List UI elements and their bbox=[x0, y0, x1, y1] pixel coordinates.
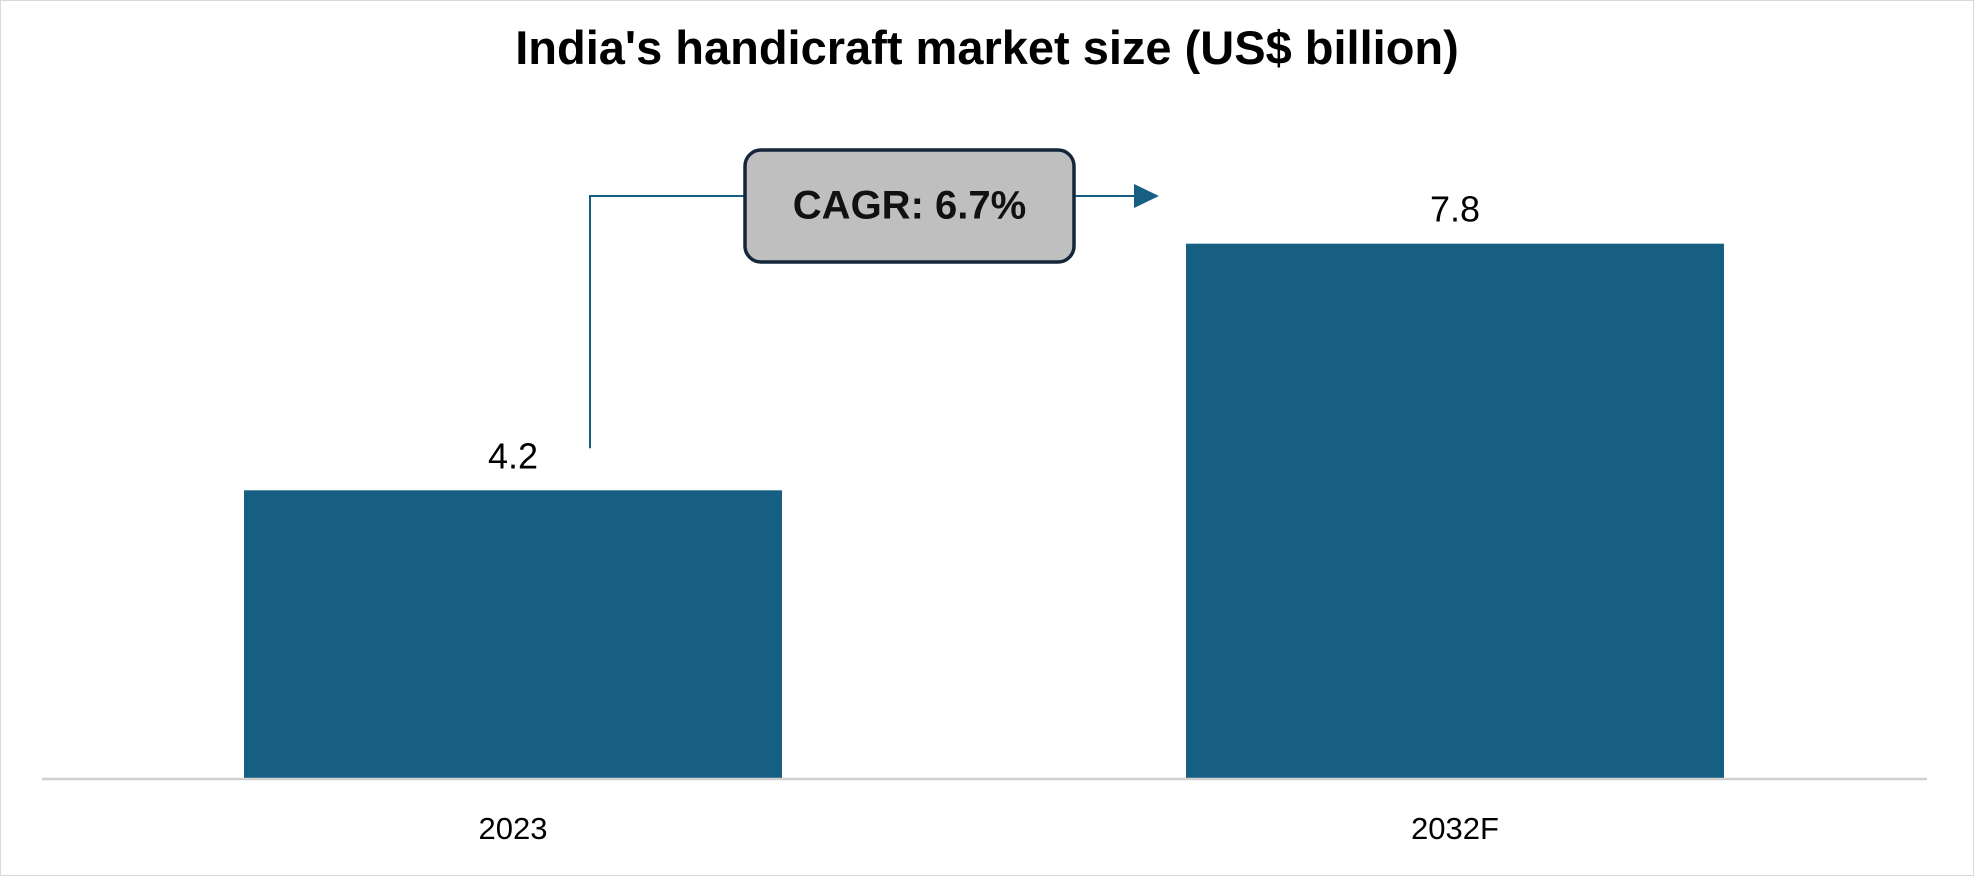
cagr-annotation: CAGR: 6.7% bbox=[589, 148, 1159, 449]
chart-title: India's handicraft market size (US$ bill… bbox=[515, 21, 1459, 74]
data-label-2032f: 7.8 bbox=[1430, 189, 1480, 230]
x-tick-label-2023: 2023 bbox=[479, 811, 548, 846]
cagr-label: CAGR: 6.7% bbox=[793, 184, 1026, 228]
bar-2032f bbox=[1186, 243, 1724, 778]
data-label-2023: 4.2 bbox=[488, 435, 538, 476]
cagr-box bbox=[743, 148, 1076, 264]
cagr-arrowhead bbox=[1134, 184, 1159, 208]
x-tick-label-2032f: 2032F bbox=[1411, 811, 1499, 846]
bar-2023 bbox=[244, 490, 782, 778]
labels-layer: 4.2 2023 7.8 2032F bbox=[479, 189, 1499, 846]
bars-layer bbox=[244, 243, 1724, 778]
